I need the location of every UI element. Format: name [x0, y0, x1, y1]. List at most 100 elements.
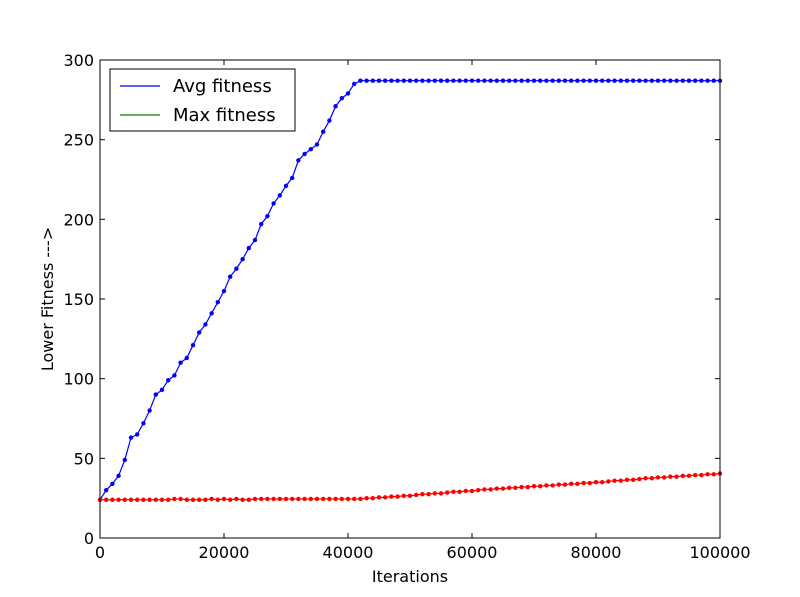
series-1-point	[407, 493, 413, 498]
series-0-point	[476, 78, 481, 83]
series-0-point	[389, 78, 394, 83]
series-1-point	[283, 496, 289, 502]
series-1-point	[519, 484, 524, 490]
series-0-point	[209, 311, 214, 316]
series-0-point	[135, 432, 140, 437]
series-0-point	[166, 378, 171, 383]
series-1-point	[507, 485, 512, 491]
series-1-point	[569, 481, 574, 487]
y-tick-label: 200	[63, 210, 94, 229]
series-0-point	[395, 78, 400, 83]
series-1-point	[246, 497, 251, 502]
series-0-point	[538, 78, 543, 83]
series-0-point	[705, 78, 710, 83]
series-1-point	[240, 497, 245, 502]
series-0-point	[116, 473, 121, 479]
series-1-point	[104, 497, 109, 502]
series-0-point	[178, 360, 183, 365]
series-1-point	[426, 491, 431, 497]
series-0-point	[469, 78, 475, 83]
series-0-point	[525, 78, 530, 83]
series-1-point	[494, 486, 499, 491]
series-1-point	[265, 496, 270, 502]
series-1-point	[358, 496, 363, 502]
series-0-point	[426, 78, 431, 83]
series-0-point	[327, 118, 332, 123]
series-1-point	[122, 497, 128, 502]
series-1-point	[488, 487, 493, 492]
series-0-point	[383, 78, 388, 83]
series-1-point	[668, 474, 673, 479]
series-0-point	[234, 266, 239, 271]
series-0-point	[649, 78, 654, 83]
series-1-point	[290, 496, 295, 502]
series-1-point	[457, 489, 462, 494]
series-0-point	[575, 78, 580, 83]
series-1-point	[643, 476, 648, 481]
series-0-point	[494, 78, 499, 83]
series-0-point	[110, 481, 115, 487]
series-1-point	[128, 497, 134, 502]
series-0-point	[333, 104, 338, 109]
series-0-point	[463, 78, 468, 83]
series-0-point	[438, 78, 444, 83]
series-1-point	[141, 497, 146, 502]
series-1-point	[556, 482, 561, 487]
series-1-point	[674, 474, 679, 479]
x-tick-label: 100000	[689, 543, 750, 562]
series-1-point	[531, 484, 537, 489]
series-0-point	[500, 78, 506, 83]
series-1-point	[370, 495, 375, 501]
series-0-point	[674, 78, 679, 83]
series-0-point	[104, 488, 109, 493]
series-1-point	[680, 473, 685, 479]
series-1-point	[649, 476, 654, 481]
series-0-point	[345, 91, 351, 96]
series-1-point	[327, 496, 332, 502]
ticks-layer: 0 20000 40000 60000 80000 100000 0 50 100 150 200 2…	[63, 51, 750, 562]
x-tick-label: 80000	[571, 543, 622, 562]
series-1-point	[562, 482, 568, 487]
series-1-point	[705, 472, 710, 477]
series-0-point	[141, 421, 146, 426]
series-1-point	[606, 479, 611, 484]
series-1-point	[538, 484, 543, 489]
series-0-point	[612, 78, 617, 83]
series-1-point	[252, 496, 258, 502]
series-0-point	[308, 147, 313, 152]
series-0-point	[686, 78, 692, 83]
series-0-point	[655, 78, 661, 83]
series-0-point	[370, 78, 375, 83]
series-1-point	[600, 480, 605, 485]
series-0-point	[364, 78, 369, 83]
series-1-point	[389, 494, 394, 499]
series-0-point	[600, 78, 605, 83]
series-1-point	[438, 491, 444, 496]
series-1-point	[172, 496, 177, 502]
series-0-point	[190, 343, 196, 348]
series-0-point	[445, 78, 450, 83]
series-1-point	[587, 480, 592, 486]
series-1-point	[693, 472, 698, 478]
series-1-point	[184, 497, 189, 502]
series-0-point	[302, 151, 307, 157]
x-tick-label: 60000	[447, 543, 498, 562]
series-1-point	[581, 480, 586, 486]
x-tick-label: 40000	[323, 543, 374, 562]
series-1-point	[333, 496, 338, 502]
series-1-point	[476, 488, 481, 493]
y-tick-label: 100	[63, 370, 94, 389]
series-1-point	[271, 496, 276, 502]
y-tick-label: 250	[63, 131, 94, 150]
series-1-point	[414, 492, 419, 498]
series-1-point	[662, 475, 667, 480]
series-1-point	[544, 483, 549, 488]
series-1-point	[575, 481, 580, 487]
series-0-point	[296, 158, 301, 163]
series-0-point	[128, 435, 134, 440]
series-0-point	[277, 193, 282, 198]
series-0-point	[624, 78, 630, 83]
series-0-point	[544, 78, 549, 83]
series-1-point	[352, 496, 357, 502]
